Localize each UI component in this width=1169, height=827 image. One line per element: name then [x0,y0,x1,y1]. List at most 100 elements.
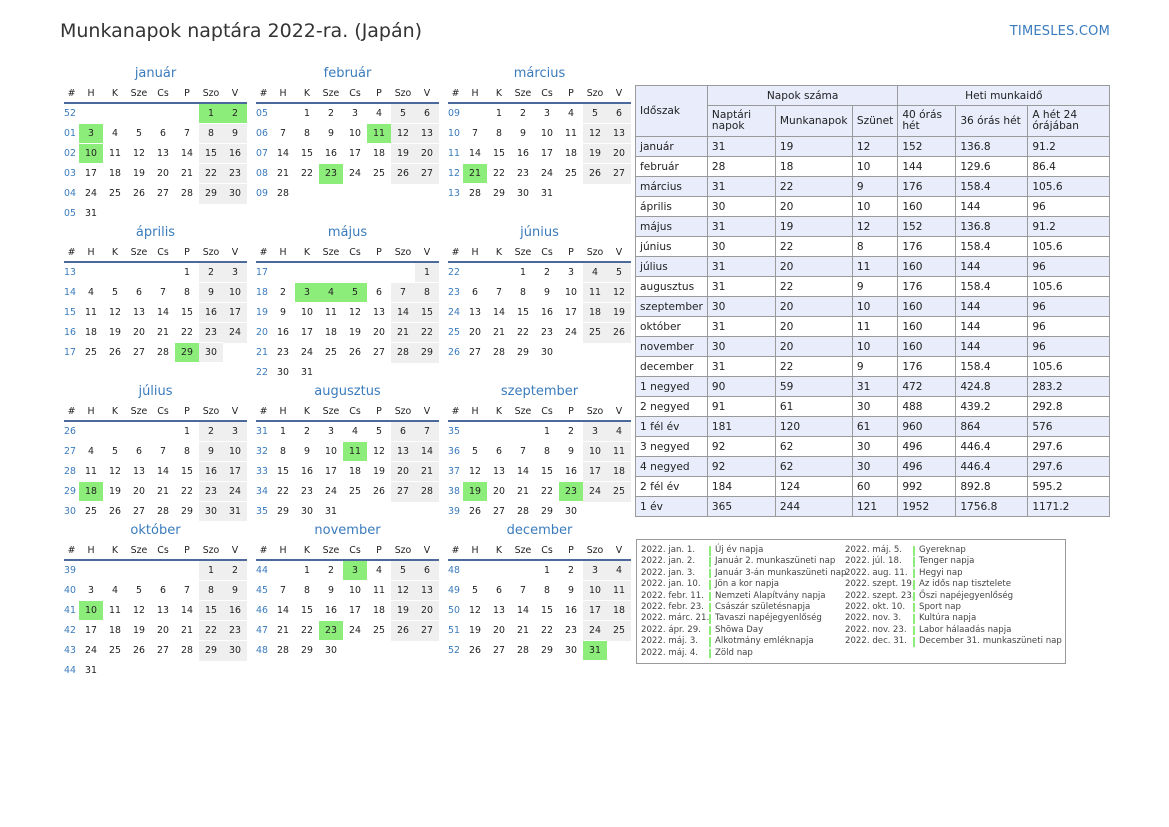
week-row: 35 29 30 31 [256,501,439,521]
day-cell: 27 [415,620,439,641]
day-cell: 15 [415,302,439,323]
week-number: 17 [64,346,76,358]
day-cell: 5 [463,580,487,601]
holiday-item: 2022. dec. 31. December 31. munkaszüneti … [845,636,1062,647]
day-header: Szo [391,541,415,561]
day-cell: 18 [103,620,127,641]
day-header: H [271,541,295,561]
day-header: Cs [151,243,175,263]
summary-row: 1 év 365 244 121 1952 1756.8 1171.2 [635,496,1111,517]
day-cell: 23 [271,342,295,363]
day-cell: 17 [223,461,247,482]
month-7: augusztus # H K Sze Cs P Szo V 31 1 2 3 4 5 6 7 32 8 9 10 11 1… [256,382,439,521]
holiday-day-cell: 29 [175,342,199,362]
brand-link[interactable]: TIMESLES.COM [1009,24,1110,39]
day-header: P [175,243,199,263]
value-cell: 176 [897,176,957,197]
day-cell: 12 [367,441,391,462]
value-cell: 121 [851,496,899,517]
day-cell: 2 [559,420,583,442]
day-cell: 30 [559,640,583,660]
value-cell: 96 [1027,316,1111,337]
empty-cell [271,560,295,581]
day-cell: 23 [295,481,319,502]
day-cell: 22 [295,163,319,184]
day-header: Cs [151,541,175,561]
day-header: # [256,541,271,561]
day-cell: 9 [271,302,295,323]
day-cell: 8 [199,580,223,601]
day-header: # [64,541,79,561]
day-header: H [79,243,103,263]
week-number: 52 [448,644,460,656]
value-cell: 28 [706,156,776,177]
holiday-date: 2022. júl. 18. [845,556,902,567]
day-cell: 3 [223,420,247,442]
holiday-marker [709,591,711,602]
summary-row: 1 negyed 90 59 31 472 424.8 283.2 [635,376,1111,397]
day-cell: 8 [271,441,295,462]
empty-cell [607,502,631,522]
day-cell: 19 [391,600,415,621]
day-cell: 1 [295,559,319,581]
day-cell: 20 [127,481,151,502]
day-cell: 4 [79,441,103,462]
day-cell: 20 [415,143,439,164]
holiday-column: 2022. jan. 1. Új év napja 2022. jan. 2. Jan… [641,545,846,659]
day-header: Cs [343,243,367,263]
day-cell: 30 [223,640,247,661]
day-header: Cs [151,402,175,422]
day-header: # [256,243,271,263]
holiday-item: 2022. máj. 4. Zöld nap [641,648,753,659]
week-row: 40 3 4 5 6 7 8 9 [64,580,247,601]
summary-row: 2 fél év 184 124 60 992 892.8 595.2 [635,476,1111,497]
day-cell: 18 [367,143,391,164]
period-cell: január [635,136,708,157]
day-header: H [271,243,295,263]
day-cell: 2 [223,559,247,581]
empty-cell [343,184,367,204]
day-cell: 12 [127,143,151,164]
day-cell: 25 [559,163,583,184]
value-cell: 91.2 [1027,136,1111,157]
empty-cell [607,343,631,363]
day-cell: 25 [343,481,367,502]
summary-row: május 31 19 12 152 136.8 91.2 [635,216,1111,237]
value-cell: 22 [774,236,853,257]
summary-row: április 30 20 10 160 144 96 [635,196,1111,217]
day-cell: 27 [127,342,151,362]
week-number: 21 [256,347,268,358]
day-cell: 9 [559,580,583,601]
day-header: H [79,84,103,104]
holiday-item: 2022. júl. 18. Tenger napja [845,556,974,567]
day-header: Szo [391,243,415,263]
holiday-name: Alkotmány emléknapja [715,636,814,647]
day-header: K [103,243,127,263]
day-cell: 7 [151,441,175,462]
day-cell: 15 [271,461,295,482]
day-header: # [256,84,271,104]
week-number: 41 [64,605,76,616]
day-cell: 15 [511,302,535,323]
value-cell: 31 [851,376,899,397]
empty-cell [175,103,199,124]
value-cell: 18 [774,156,853,177]
value-cell: 62 [774,436,853,457]
day-cell: 23 [223,620,247,641]
empty-cell [511,421,535,442]
day-cell: 16 [535,302,559,323]
week-number: 07 [256,148,268,159]
empty-cell [583,343,607,363]
day-cell: 5 [583,102,607,124]
day-cell: 1 [295,102,319,124]
day-cell: 14 [151,302,175,323]
day-header: H [271,402,295,422]
day-header: Szo [199,402,223,422]
month-10: november # H K Sze Cs P Szo V 44 1 2 3 4 5 6 45 7 8 9 10 11 12… [256,521,439,660]
day-cell: 22 [535,481,559,502]
holiday-day-cell: 23 [559,481,583,502]
value-cell: 365 [706,496,776,517]
day-header: V [223,402,247,422]
week-number: 19 [256,307,268,318]
week-number: 01 [64,128,76,139]
